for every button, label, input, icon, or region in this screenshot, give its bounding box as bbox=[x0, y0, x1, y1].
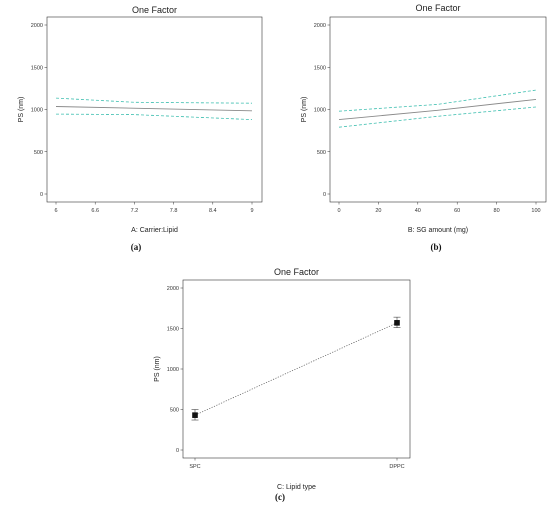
panel-3-connector-line bbox=[194, 322, 398, 416]
panel-1-ytick-label: 500 bbox=[34, 150, 43, 156]
panel-2-y-axis-label: PS (nm) bbox=[301, 97, 308, 123]
panel-1-ytick-label: 1500 bbox=[31, 65, 43, 71]
panel-1-xtick-label: 9 bbox=[250, 208, 253, 214]
panel-1-prediction-line bbox=[55, 106, 253, 112]
panel-1-title: One Factor bbox=[132, 5, 177, 15]
panel-3-y-axis-label: PS (nm) bbox=[154, 356, 161, 382]
panel-2-ytick-label: 0 bbox=[323, 192, 326, 198]
panel-3-panel-label: (c) bbox=[275, 492, 285, 502]
panel-2-upper-ci-line bbox=[338, 89, 537, 112]
panel-2-xtick-label: 80 bbox=[494, 208, 500, 214]
panel-2-title: One Factor bbox=[415, 3, 460, 13]
panel-3-point-dppc bbox=[394, 320, 400, 326]
panel-1-lower-ci-line bbox=[55, 113, 253, 120]
panel-1-xtick-label: 6 bbox=[54, 208, 57, 214]
panel-1-xtick-label: 7.2 bbox=[131, 208, 139, 214]
panel-2-xtick-label: 40 bbox=[415, 208, 421, 214]
panel-3-x-axis-label: C: Lipid type bbox=[277, 484, 316, 491]
panel-1-x-axis-label: A: Carrier:Lipid bbox=[131, 227, 178, 234]
panel-3-ytick-label: 2000 bbox=[167, 286, 179, 292]
panel-3-point-spc bbox=[192, 412, 198, 418]
panel-3-ytick-label: 1000 bbox=[167, 367, 179, 373]
panel-2-ytick-label: 1500 bbox=[314, 65, 326, 71]
panel-2-xtick-label: 100 bbox=[531, 208, 540, 214]
panel-2-x-axis-label: B: SG amount (mg) bbox=[408, 227, 468, 234]
panel-3-title: One Factor bbox=[274, 267, 319, 277]
panel-2-panel-label: (b) bbox=[431, 242, 442, 252]
panel-1-y-axis-label: PS (nm) bbox=[18, 97, 25, 123]
panel-2-ytick-label: 2000 bbox=[314, 23, 326, 29]
panel-1-xtick-label: 6.6 bbox=[91, 208, 99, 214]
panel-1-xtick-label: 7.8 bbox=[170, 208, 178, 214]
panel-3-ytick-label: 500 bbox=[170, 408, 179, 414]
panel-2-prediction-line bbox=[338, 98, 537, 121]
panel-3-ytick-label: 0 bbox=[176, 448, 179, 454]
panel-2-ytick-label: 1000 bbox=[314, 108, 326, 114]
panel-1-ytick-label: 2000 bbox=[31, 23, 43, 29]
panel-1-plot-frame bbox=[46, 16, 263, 203]
panel-1-upper-ci-line bbox=[55, 97, 253, 104]
panel-1-ytick-label: 1000 bbox=[31, 108, 43, 114]
panel-2-xtick-label: 20 bbox=[375, 208, 381, 214]
panel-2-xtick-label: 60 bbox=[454, 208, 460, 214]
panel-2-ytick-label: 500 bbox=[317, 150, 326, 156]
panel-2-xtick-label: 0 bbox=[337, 208, 340, 214]
panel-3-xtick-label: SPC bbox=[189, 464, 200, 470]
panel-2-lower-ci-line bbox=[338, 106, 537, 128]
panel-1-xtick-label: 8.4 bbox=[209, 208, 217, 214]
panel-1-ytick-label: 0 bbox=[40, 192, 43, 198]
panel-1-panel-label: (a) bbox=[131, 242, 142, 252]
panel-3-ytick-label: 1500 bbox=[167, 327, 179, 333]
panel-3-xtick-label: DPPC bbox=[389, 464, 404, 470]
panel-3-plot-frame bbox=[182, 279, 411, 459]
